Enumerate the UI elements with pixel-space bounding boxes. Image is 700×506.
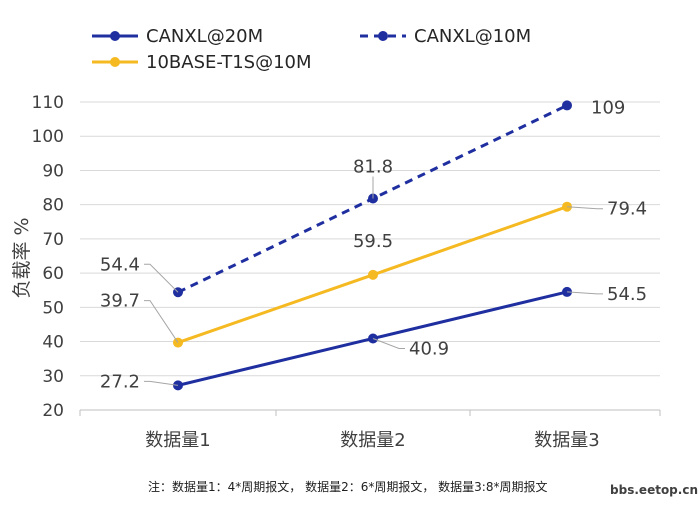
legend-label: 10BASE-T1S@10M [146, 52, 312, 73]
legend-swatch-marker [378, 31, 388, 41]
data-label: 54.4 [100, 254, 140, 275]
legend-item: 10BASE-T1S@10M [92, 52, 312, 73]
x-tick-label: 数据量1 [145, 430, 210, 451]
data-label: 59.5 [353, 231, 393, 252]
data-label: 39.7 [100, 291, 140, 312]
watermark-text: bbs.eetop.cn [610, 483, 698, 497]
legend-item: CANXL@10M [360, 26, 531, 47]
x-tick-label: 数据量2 [340, 430, 405, 451]
y-tick-label: 80 [42, 196, 64, 216]
data-point [562, 100, 572, 111]
legend: CANXL@20M CANXL@10M 10BASE-T1S@10M [92, 26, 531, 73]
y-tick-label: 100 [32, 127, 64, 147]
leader-line [144, 300, 179, 343]
y-tick-label: 20 [42, 401, 64, 421]
legend-label: CANXL@20M [146, 26, 263, 47]
legend-item: CANXL@20M [92, 26, 263, 47]
footnote: 注：数据量1：4*周期报文， 数据量2：6*周期报文， 数据量3:8*周期报文 [148, 479, 547, 494]
leader-line [566, 206, 603, 210]
data-label: 27.2 [100, 371, 140, 392]
axes: 20 30 40 50 60 70 80 90 100 110 数据量1 数据量2 数据量3 [32, 93, 661, 451]
legend-label: CANXL@10M [414, 26, 531, 47]
y-tick-label: 60 [42, 264, 64, 284]
leader-line [144, 263, 179, 293]
y-tick-label: 40 [42, 333, 64, 353]
data-label: 81.8 [353, 157, 393, 178]
data-label: 40.9 [409, 338, 449, 359]
y-tick-label: 30 [42, 367, 64, 387]
leader-line [144, 380, 179, 386]
leader-line [372, 338, 405, 349]
y-tick-label: 70 [42, 230, 64, 250]
data-label: 79.4 [607, 199, 647, 220]
x-tick-label: 数据量3 [534, 430, 599, 451]
legend-swatch-marker [110, 31, 120, 41]
y-tick-label: 110 [32, 93, 64, 113]
data-labels: 27.2 40.9 54.5 54.4 81.8 109 39.7 59.5 79.4 [100, 97, 647, 392]
y-axis-title: 负载率 % [11, 217, 33, 298]
data-label: 54.5 [607, 284, 647, 305]
y-tick-label: 50 [42, 298, 64, 318]
data-point [368, 269, 378, 280]
y-tick-label: 90 [42, 161, 64, 181]
leader-line [566, 291, 603, 295]
legend-swatch-marker [110, 57, 120, 67]
data-label: 109 [591, 97, 625, 118]
